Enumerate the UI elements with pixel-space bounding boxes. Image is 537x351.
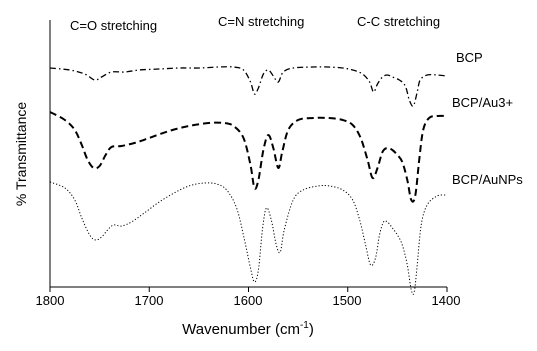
x-axis-label-sup: -1 (300, 320, 309, 331)
annotation-cn-stretching: C=N stretching (218, 14, 304, 29)
x-tick-label: 1800 (36, 293, 65, 308)
x-axis-label: Wavenumber (cm-1) (182, 320, 314, 338)
x-tick-label: 1400 (432, 293, 461, 308)
series-line-bcp (49, 66, 448, 107)
y-axis-label: % Transmittance (13, 102, 29, 206)
annotation-co-stretching: C=O stretching (70, 18, 157, 33)
series-label-bcp-aunps: BCP/AuNPs (452, 172, 523, 187)
x-axis-label-main: Wavenumber (cm (182, 321, 300, 338)
x-axis-label-close: ) (309, 321, 314, 338)
x-ticks (49, 287, 448, 292)
series-line-bcp-aunps (49, 181, 448, 295)
series-line-bcp-au3 (49, 111, 448, 203)
series-label-bcp: BCP (456, 50, 483, 65)
series-label-bcp-au3: BCP/Au3+ (452, 95, 513, 110)
x-tick-label: 1500 (333, 293, 362, 308)
x-tick-label: 1600 (234, 293, 263, 308)
x-tick-labels: 1800 1700 1600 1500 1400 (36, 293, 461, 308)
x-tick-label: 1700 (135, 293, 164, 308)
annotation-cc-stretching: C-C stretching (357, 14, 440, 29)
